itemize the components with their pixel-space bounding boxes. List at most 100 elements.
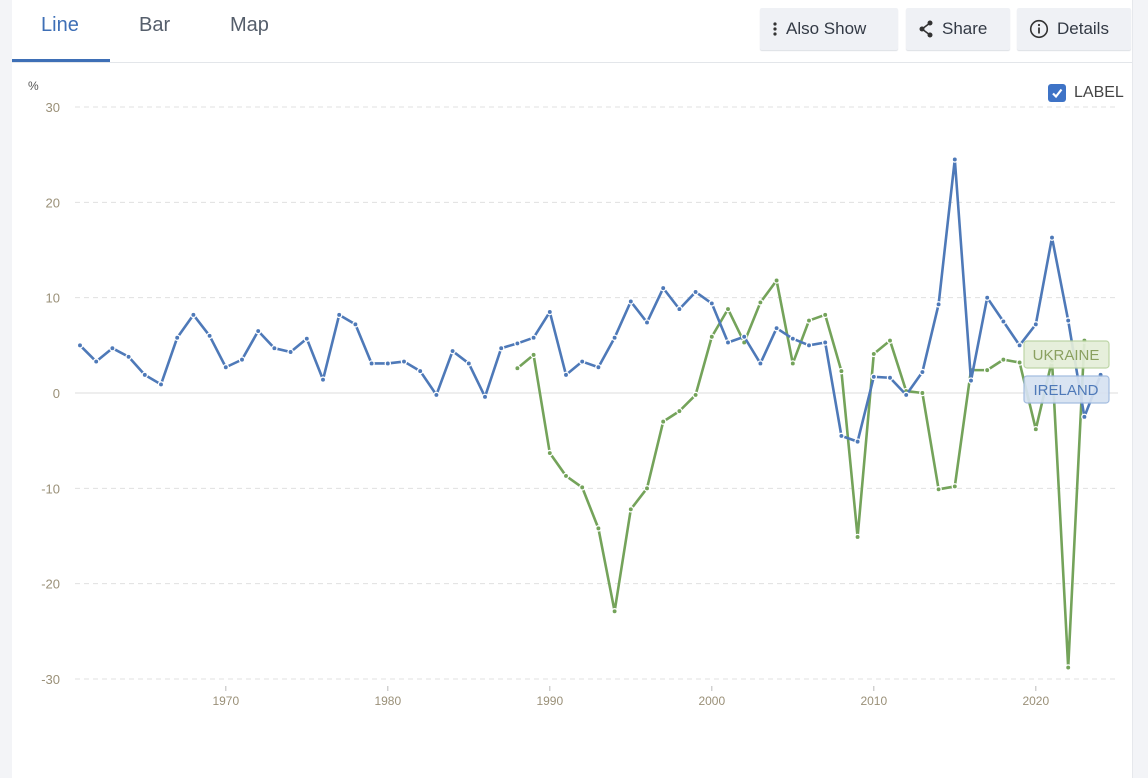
also-show-label: Also Show: [786, 19, 867, 38]
data-point-ireland: [708, 300, 716, 307]
tab-map[interactable]: Map: [230, 14, 269, 36]
data-point-ukraine: [919, 389, 926, 397]
data-point-ukraine: [951, 483, 959, 490]
data-point-ireland: [627, 298, 635, 305]
data-point-ireland: [1016, 342, 1023, 349]
data-point-ukraine: [530, 351, 537, 359]
data-point-ireland: [546, 308, 554, 316]
data-point-ireland: [562, 371, 570, 379]
data-point-ireland: [595, 364, 602, 371]
x-tick-label: 2000: [698, 694, 725, 708]
data-point-ukraine: [692, 391, 699, 399]
y-tick-label: -30: [41, 672, 60, 687]
more-vertical-icon: [772, 21, 778, 37]
data-point-ukraine: [546, 449, 554, 457]
data-point-ireland: [352, 321, 359, 328]
data-point-ireland: [886, 374, 894, 381]
data-point-ireland: [530, 334, 537, 341]
data-point-ireland: [368, 360, 375, 367]
data-point-ukraine: [854, 533, 861, 541]
data-point-ireland: [400, 358, 408, 365]
y-tick-label: 0: [53, 386, 60, 401]
data-point-ukraine: [838, 367, 845, 375]
data-point-ukraine: [724, 305, 732, 313]
tab-bar[interactable]: Bar: [139, 14, 171, 36]
data-point-ireland: [254, 327, 262, 335]
data-point-ukraine: [805, 317, 813, 324]
tab-line[interactable]: Line: [41, 14, 79, 36]
data-point-ireland: [935, 301, 942, 308]
data-point-ireland: [190, 311, 197, 319]
data-point-ireland: [173, 334, 181, 341]
series-label-ireland: IRELAND: [1033, 382, 1098, 399]
data-point-ireland: [659, 284, 667, 292]
info-icon: [1029, 19, 1049, 39]
data-point-ireland: [514, 340, 521, 347]
details-label: Details: [1057, 19, 1109, 38]
y-tick-label: -10: [41, 481, 60, 496]
data-point-ukraine: [935, 486, 942, 493]
data-point-ukraine: [595, 525, 602, 532]
share-button[interactable]: Share: [906, 8, 1010, 50]
data-point-ireland: [92, 358, 100, 365]
data-point-ukraine: [773, 277, 780, 284]
data-point-ukraine: [983, 366, 991, 374]
data-point-ukraine: [1064, 664, 1072, 671]
series-label-box-ukraine: [1023, 340, 1110, 369]
data-point-ukraine: [1016, 359, 1023, 366]
data-point-ireland: [465, 360, 473, 367]
y-tick-label: 10: [46, 291, 60, 306]
data-point-ireland: [643, 319, 651, 326]
chart-panel: Line Bar Map Also Show Share Details LAB…: [12, 0, 1133, 778]
series-line-ireland: [79, 158, 1102, 443]
series-label-ukraine: UKRAINE: [1033, 347, 1100, 364]
also-show-button[interactable]: Also Show: [760, 8, 898, 50]
data-point-ukraine: [514, 364, 521, 372]
data-point-ireland: [773, 324, 780, 332]
y-axis-unit: %: [28, 79, 39, 93]
data-point-ireland: [76, 342, 84, 349]
share-icon: [918, 20, 934, 38]
data-point-ireland: [271, 344, 278, 352]
x-tick-label: 1980: [374, 694, 401, 708]
data-point-ireland: [125, 353, 132, 361]
series-label-box-ireland: [1023, 375, 1110, 404]
data-point-ireland: [1081, 413, 1088, 421]
data-point-ireland: [222, 364, 230, 371]
x-tick-label: 1990: [536, 694, 563, 708]
data-point-ukraine: [1032, 425, 1040, 433]
y-tick-label: 20: [46, 195, 60, 210]
data-point-ireland: [1032, 321, 1040, 328]
chart-type-tabs: Line Bar Map: [12, 0, 1132, 63]
x-tick-label: 2010: [860, 694, 887, 708]
data-point-ukraine: [659, 418, 667, 425]
data-point-ireland: [335, 311, 343, 319]
data-point-ireland: [449, 347, 456, 355]
x-tick-label: 2020: [1022, 694, 1049, 708]
data-point-ireland: [692, 288, 699, 296]
data-point-ireland: [724, 339, 732, 346]
data-point-ireland: [1000, 318, 1007, 325]
y-tick-label: 30: [46, 100, 60, 115]
data-point-ireland: [838, 432, 845, 440]
data-point-ukraine: [708, 333, 716, 341]
data-point-ireland: [497, 344, 505, 352]
data-point-ireland: [109, 344, 116, 352]
series-line-ukraine: [516, 279, 1086, 669]
label-toggle[interactable]: LABEL: [1048, 84, 1124, 102]
checkbox-checked-icon[interactable]: [1048, 84, 1066, 102]
details-button[interactable]: Details: [1017, 8, 1131, 50]
data-point-ireland: [789, 335, 797, 342]
data-point-ireland: [384, 360, 392, 367]
data-point-ukraine: [886, 337, 894, 344]
data-point-ukraine: [1000, 356, 1007, 363]
data-point-ireland: [676, 305, 683, 313]
data-point-ukraine: [757, 299, 764, 306]
y-tick-label: -20: [41, 577, 60, 592]
data-point-ireland: [319, 376, 327, 383]
data-point-ireland: [821, 339, 829, 346]
data-point-ireland: [416, 367, 424, 375]
data-point-ireland: [967, 377, 975, 384]
data-point-ukraine: [821, 311, 829, 319]
